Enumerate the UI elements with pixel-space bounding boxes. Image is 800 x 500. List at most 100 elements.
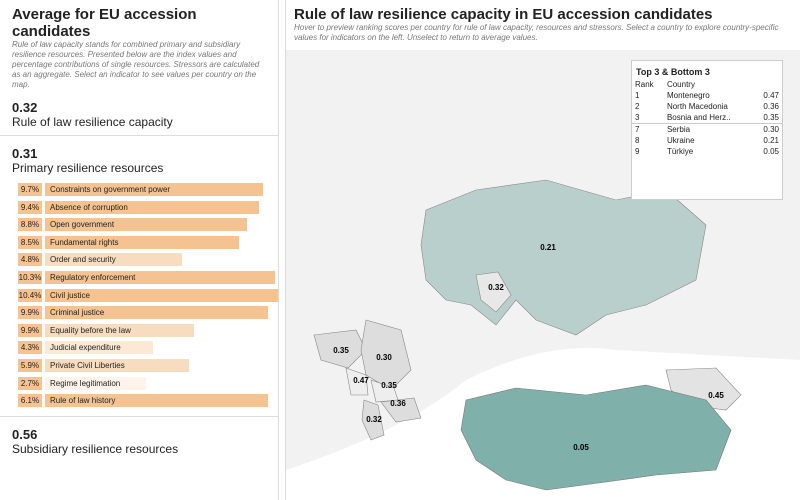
indicator-bar [45, 235, 240, 249]
table: Rank Country 1 Montenegro 0.47 2 North Macedon… [632, 79, 782, 157]
indicator-bar [45, 253, 182, 267]
ranking-table: Top 3 & Bottom 3 Rank Country 1 Montenegro 0… [631, 60, 783, 200]
indicator-bar [45, 270, 276, 284]
indicator-share: 8.5% [18, 235, 42, 249]
rank: 9 [635, 147, 640, 156]
score: 0.36 [763, 102, 779, 111]
indicator-name: Equality before the law [50, 325, 131, 335]
map-value: 0.47 [353, 376, 369, 385]
indicator-row[interactable]: 9.9% Equality before the law [18, 322, 272, 340]
indicator-share: 6.1% [18, 394, 42, 408]
indicator-row[interactable]: 9.9% Criminal justice [18, 304, 272, 322]
map-title: Rule of law resilience capacity in EU ac… [294, 6, 713, 23]
map-value: 0.32 [488, 283, 504, 292]
indicator-row[interactable]: 9.4% Absence of corruption [18, 199, 272, 217]
indicator-name: Rule of law history [50, 396, 116, 406]
indicator-bar [45, 200, 259, 214]
indicator-row[interactable]: 10.3% Regulatory enforcement [18, 269, 276, 287]
map-value: 0.05 [573, 443, 589, 452]
indicator-row[interactable]: 4.8% Order and security [18, 251, 272, 269]
indicator-share: 9.9% [18, 323, 42, 337]
indicator-name: Regime legitimation [50, 378, 121, 388]
indicator-share: 8.8% [18, 218, 42, 232]
stat[interactable]: 0.32 Rule of law resilience capacity [12, 100, 266, 129]
indicator-row[interactable]: 8.8% Open government [18, 216, 272, 234]
indicator-name: Private Civil Liberties [50, 360, 125, 370]
score: 0.35 [763, 113, 779, 122]
indicator-share: 9.7% [18, 183, 42, 196]
table-header: Rank Country [632, 79, 782, 90]
indicator-bar [45, 358, 189, 372]
rank: 7 [635, 125, 640, 134]
indicator-name: Fundamental rights [50, 237, 119, 247]
rank: 1 [635, 91, 640, 100]
indicator-name: Constraints on government power [50, 185, 171, 194]
country: Serbia [666, 125, 691, 134]
score: 0.47 [763, 91, 779, 100]
indicator-share: 5.9% [18, 358, 42, 372]
rank: 2 [635, 102, 640, 111]
country-turkiye[interactable] [460, 384, 732, 491]
country: North Macedonia [666, 102, 728, 111]
indicator-share: 9.9% [18, 306, 42, 320]
indicator-name: Judicial expenditure [50, 343, 121, 353]
rank: 3 [635, 113, 640, 122]
map-value: 0.21 [540, 243, 556, 252]
table-row[interactable]: 2 North Macedonia 0.36 [632, 101, 782, 112]
country-albania[interactable] [361, 399, 385, 441]
indicator-name: Absence of corruption [50, 202, 128, 212]
indicator-share: 4.3% [18, 341, 42, 355]
table-row[interactable]: 8 Ukraine 0.21 [632, 135, 782, 146]
indicator-name: Civil justice [50, 290, 91, 300]
indicator-bar [45, 323, 194, 337]
indicator-share: 2.7% [18, 376, 42, 390]
country: Türkiye [666, 147, 694, 156]
table-row[interactable]: 1 Montenegro 0.47 [632, 90, 782, 101]
map-value: 0.30 [376, 353, 392, 362]
stat-label: Rule of law resilience capacity [12, 115, 173, 129]
indicator-row[interactable]: 8.5% Fundamental rights [18, 234, 272, 252]
description: Rule of law capacity stands for combined… [12, 40, 260, 89]
indicator-name: Open government [50, 220, 115, 230]
score: 0.05 [763, 147, 779, 156]
indicator-row[interactable]: 5.9% Private Civil Liberties [18, 357, 272, 375]
indicator-row[interactable]: 9.7% Constraints on government power [18, 181, 272, 199]
table-row[interactable]: 7 Serbia 0.30 [632, 123, 782, 136]
table-row[interactable]: 9 Türkiye 0.05 [632, 146, 782, 157]
table-row[interactable]: 3 Bosnia and Herz.. 0.35 [632, 112, 782, 124]
indicator-bar [45, 218, 247, 232]
country: Ukraine [666, 136, 695, 145]
panel-title: Average for EU accession candidates [12, 6, 197, 40]
indicator-list: 9.7% Constraints on government power 9.4% A… [18, 181, 278, 410]
indicator-bar [45, 183, 264, 196]
indicator-row[interactable]: 6.1% Rule of law history [18, 392, 272, 410]
stat-label: Subsidiary resilience resources [12, 441, 179, 456]
map-value: 0.35 [381, 381, 397, 390]
indicator-bar [45, 341, 153, 355]
country-bosnia[interactable] [313, 329, 367, 369]
indicator-share: 4.8% [18, 253, 42, 267]
country: Bosnia and Herz.. [666, 113, 731, 122]
indicator-bar [45, 306, 269, 320]
indicator-row[interactable]: 10.4% Civil justice [18, 287, 278, 305]
indicator-row[interactable]: 2.7% Regime legitimation [18, 375, 272, 393]
stat-value: 0.56 [12, 426, 38, 442]
indicator-name: Regulatory enforcement [50, 272, 136, 282]
map-value: 0.35 [333, 346, 349, 355]
score: 0.30 [763, 125, 779, 134]
stat-value: 0.32 [12, 100, 38, 115]
indicator-share: 9.4% [18, 200, 42, 214]
right-panel: Rule of law resilience capacity in EU ac… [285, 0, 800, 500]
score: 0.21 [763, 136, 779, 145]
indicator-bar [45, 394, 269, 408]
map: 0.21 0.32 0.35 0.30 0.47 0.35 0.36 0.32 0.45 0.05 [286, 50, 800, 500]
country-north-macedonia[interactable] [380, 397, 422, 423]
table-title: Top 3 & Bottom 3 [636, 67, 710, 77]
indicator-row[interactable]: 4.3% Judicial expenditure [18, 339, 272, 357]
country-moldova[interactable] [475, 271, 512, 313]
map-value: 0.32 [366, 415, 382, 424]
map-value: 0.36 [390, 399, 406, 408]
country: Montenegro [666, 91, 710, 100]
country-montenegro[interactable] [345, 367, 369, 396]
